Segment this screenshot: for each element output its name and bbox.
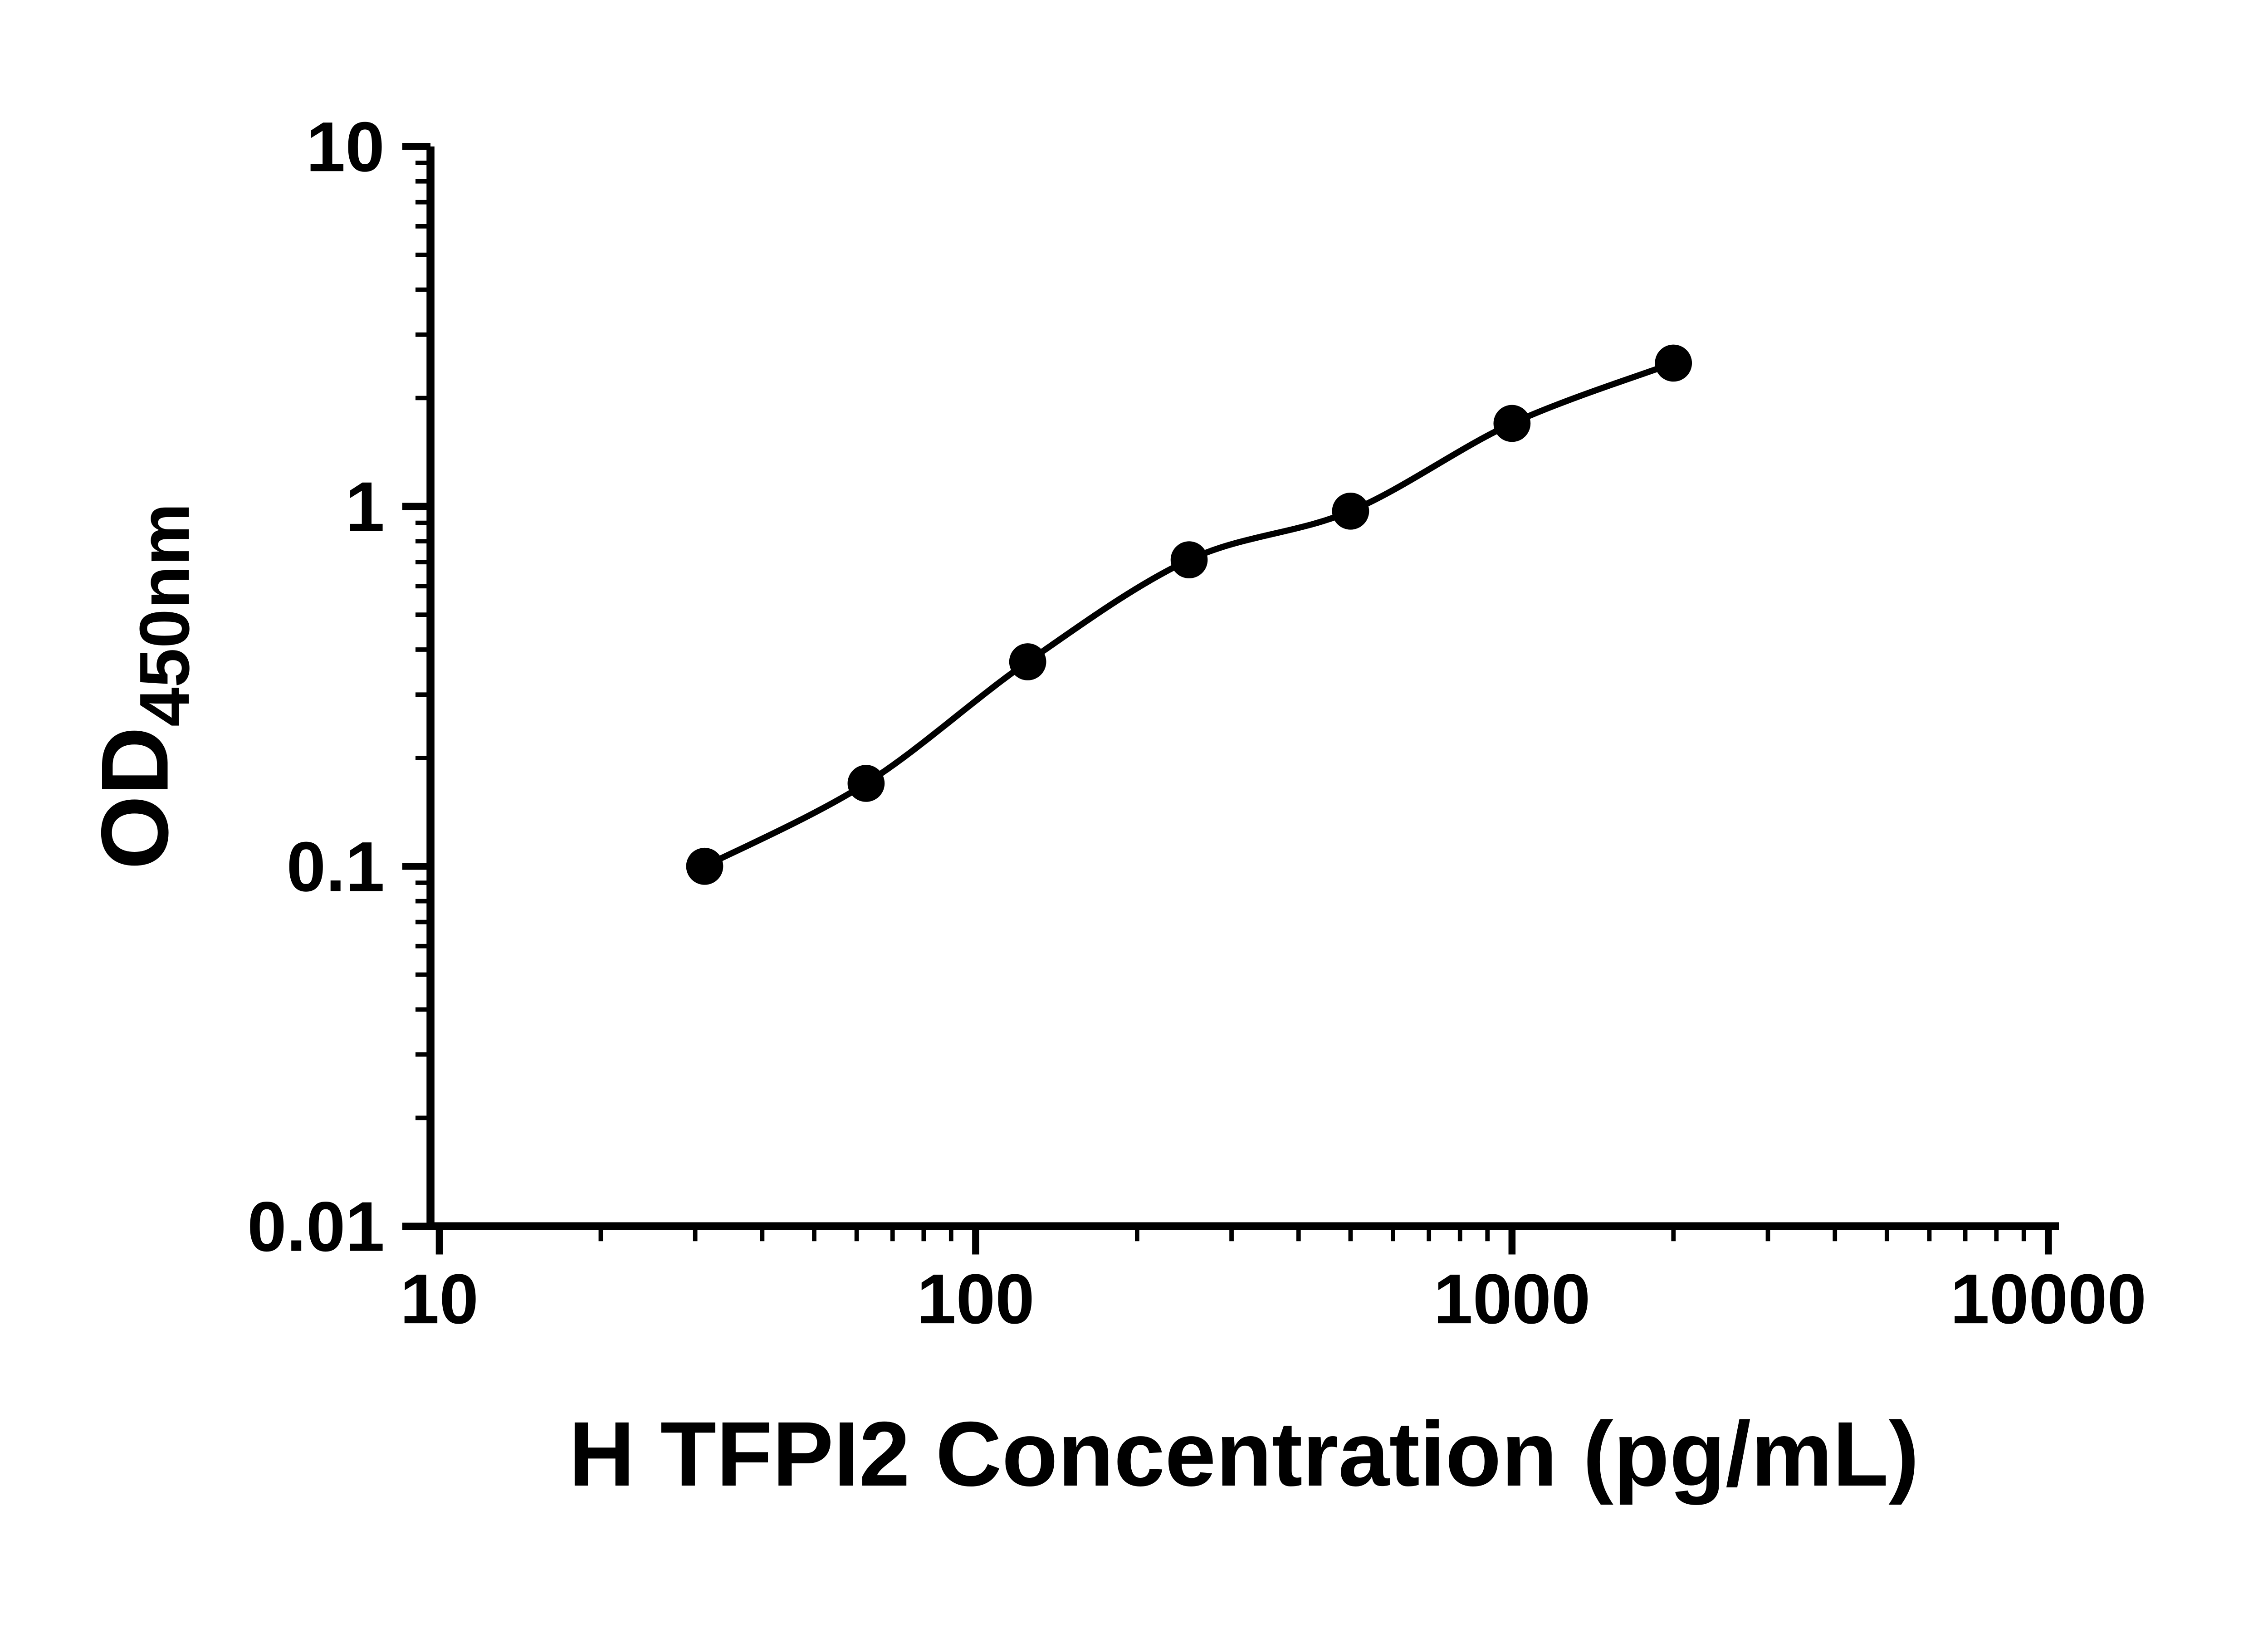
data-point	[1170, 541, 1208, 578]
y-tick-label: 0.1	[287, 827, 385, 906]
x-tick-label: 100	[917, 1259, 1035, 1338]
y-axis-title: OD450nm	[82, 503, 204, 870]
x-tick-label: 10000	[1950, 1259, 2146, 1338]
data-point	[1493, 405, 1531, 442]
x-tick-label: 1000	[1433, 1259, 1590, 1338]
standard-curve-figure: 10 100 1000 10000 0.01 0.1 1 10 H TFPI2 Concentr…	[81, 107, 2147, 1505]
y-axis-title-subscript: 450nm	[125, 503, 204, 727]
data-point	[686, 847, 723, 885]
data-point	[1009, 643, 1046, 680]
y-tick-label: 10	[306, 107, 385, 186]
axis-lines	[426, 146, 2059, 1230]
y-axis-title-main: OD	[82, 727, 188, 870]
data-point	[1332, 492, 1369, 530]
y-tick-label: 0.01	[247, 1187, 385, 1266]
data-point	[1655, 344, 1692, 382]
x-tick-label: 10	[400, 1259, 479, 1338]
chart-page: 10 100 1000 10000 0.01 0.1 1 10 H TFPI2 Concentr…	[81, 107, 2147, 1505]
y-tick-label: 1	[345, 467, 385, 546]
x-axis-title: H TFPI2 Concentration (pg/mL)	[568, 1403, 1919, 1505]
elisa-standard-curve-chart: 10 100 1000 10000 0.01 0.1 1 10 H TFPI2 Concentr…	[81, 107, 2147, 1505]
data-point	[847, 765, 885, 802]
